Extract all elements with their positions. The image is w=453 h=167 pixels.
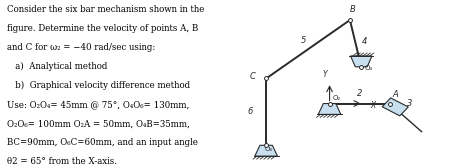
Text: O₂: O₂ [333,95,341,101]
Polygon shape [255,145,277,156]
Text: 4: 4 [362,37,367,46]
Polygon shape [351,56,372,67]
Text: B: B [349,5,355,14]
Text: 5: 5 [301,36,306,45]
Text: figure. Determine the velocity of points A, B: figure. Determine the velocity of points… [7,24,198,33]
Text: 3: 3 [407,99,413,108]
Text: O₂O₆= 100mm O₂A = 50mm, O₄B=35mm,: O₂O₆= 100mm O₂A = 50mm, O₄B=35mm, [7,119,190,128]
Text: Y: Y [323,70,328,79]
Text: Use: O₂O₄= 45mm @ 75°, O₄O₆= 130mm,: Use: O₂O₄= 45mm @ 75°, O₄O₆= 130mm, [7,100,189,109]
Text: 6: 6 [248,107,253,116]
Text: and C for ω₂ = −40 rad/sec using:: and C for ω₂ = −40 rad/sec using: [7,43,155,52]
Text: X: X [371,101,376,110]
Text: Consider the six bar mechanism shown in the: Consider the six bar mechanism shown in … [7,5,204,14]
Polygon shape [382,98,408,116]
Text: O₄: O₄ [365,65,373,71]
Text: a)  Analytical method: a) Analytical method [7,62,107,71]
Text: C: C [250,72,256,81]
Text: A: A [392,90,398,99]
Text: θ2 = 65° from the X-axis.: θ2 = 65° from the X-axis. [7,157,117,166]
Text: BC=90mm, O₆C=60mm, and an input angle: BC=90mm, O₆C=60mm, and an input angle [7,138,198,147]
Text: O₆: O₆ [265,146,273,152]
Polygon shape [318,104,341,114]
Text: b)  Graphical velocity difference method: b) Graphical velocity difference method [7,81,190,90]
Text: 2: 2 [357,89,362,98]
